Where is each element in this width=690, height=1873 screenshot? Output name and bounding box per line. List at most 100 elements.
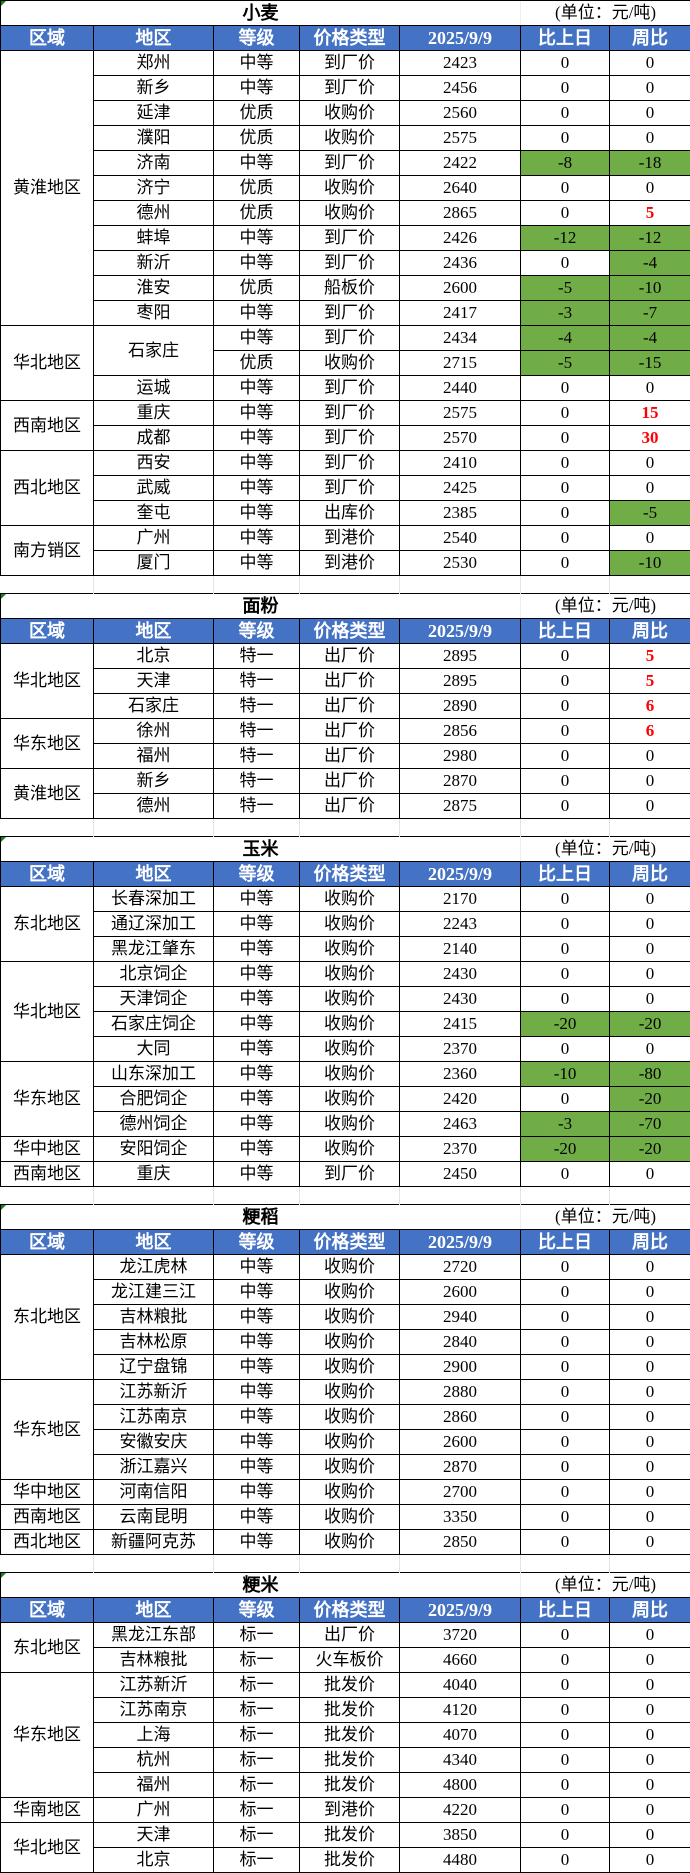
spacer-row [0,575,690,594]
cell-price: 2417 [398,300,522,326]
cell-week-change: 30 [609,425,690,451]
section-title: 小麦 [0,0,521,26]
cell-price-type: 到厂价 [299,450,400,476]
table-row: 优质 收购价 2715 -5 -15 [1,350,690,376]
region-cell: 西北地区 [0,450,94,526]
region-cell: 华东地区 [0,718,94,769]
cell-grade: 标一 [213,1797,300,1823]
cell-area: 吉林松原 [93,1329,214,1355]
header-area: 地区 [93,1229,214,1255]
cell-price: 2530 [398,550,522,576]
table-row: 石家庄 特一 出厂价 2890 0 6 [1,693,690,719]
cell-area: 延津 [93,100,214,126]
table-row: 运城 中等 到厂价 2440 0 0 [1,375,690,401]
cell-price-type: 收购价 [299,1504,400,1530]
cell-area: 黑龙江肇东 [93,936,214,962]
cell-week-change: 6 [609,693,690,719]
cell-week-change: 0 [609,1504,690,1530]
cell-week-change: -7 [609,300,690,326]
header-row: 区域 地区 等级 价格类型 2025/9/9 比上日 周比 [0,861,690,887]
cell-price: 4480 [398,1847,522,1873]
table-row: 德州 特一 出厂价 2875 0 0 [1,793,690,819]
cell-day-change: 0 [520,1404,611,1430]
cell-price: 4040 [398,1672,522,1698]
cell-grade: 标一 [213,1697,300,1723]
region-cell: 华东地区 [0,1061,94,1137]
cell-grade: 优质 [213,350,300,376]
cell-area: 吉林粮批 [93,1304,214,1330]
cell-grade: 标一 [213,1822,300,1848]
cell-day-change: -10 [520,1061,611,1087]
header-area: 地区 [93,618,214,644]
region-cell: 西北地区 [0,1529,94,1555]
cell-day-change: 0 [520,1161,611,1187]
table-row: 东北地区 长春深加工 中等 收购价 2170 0 0 [0,886,690,962]
cell-grade: 特一 [213,793,300,819]
header-grade: 等级 [213,1229,300,1255]
cell-price-type: 到港价 [299,1797,400,1823]
cell-day-change: 0 [520,1529,611,1555]
cell-day-change: 0 [520,1672,611,1698]
header-grade: 等级 [213,25,300,51]
table-row: 西南地区 云南昆明 中等 收购价 3350 0 0 [0,1504,690,1530]
region-cell: 黄淮地区 [0,768,94,819]
region-cell: 西南地区 [0,1504,94,1530]
cell-grade: 中等 [213,75,300,101]
cell-week-change: 0 [609,743,690,769]
cell-area: 德州 [93,200,214,226]
cell-day-change: 0 [520,911,611,937]
cell-week-change: 0 [609,1161,690,1187]
cell-price: 2860 [398,1404,522,1430]
empty-cell [0,818,94,837]
header-price-type: 价格类型 [299,25,400,51]
cell-grade: 中等 [213,500,300,526]
region-cell: 华北地区 [0,1822,94,1873]
cell-area: 新沂 [93,250,214,276]
cell-week-change: 0 [609,1647,690,1673]
header-region: 区域 [0,1229,94,1255]
table-row: 安徽安庆 中等 收购价 2600 0 0 [1,1429,690,1455]
cell-price: 2600 [398,1279,522,1305]
region-cell: 华东地区 [0,1672,94,1798]
cell-area: 厦门 [93,550,214,576]
cell-week-change: 0 [609,1454,690,1480]
table-row: 东北地区 龙江虎林 中等 收购价 2720 0 0 [0,1254,690,1380]
cell-grade: 中等 [213,1161,300,1187]
cell-grade: 中等 [213,225,300,251]
cell-price-type: 收购价 [299,936,400,962]
empty-cell [399,575,522,594]
cell-area: 重庆 [93,400,214,426]
cell-area: 成都 [93,425,214,451]
cell-week-change: 0 [609,1722,690,1748]
cell-price-type: 批发价 [299,1847,400,1873]
cell-price-type: 收购价 [299,1404,400,1430]
table-row: 南方销区 广州 中等 到港价 2540 0 0 [0,525,690,576]
cell-week-change: -5 [609,500,690,526]
cell-day-change: -3 [520,300,611,326]
cell-day-change: 0 [520,1479,611,1505]
cell-price-type: 收购价 [299,1454,400,1480]
table-row: 华中地区 安阳饲企 中等 收购价 2370 -20 -20 [0,1136,690,1162]
table-row: 西南地区 重庆 中等 到厂价 2575 0 15 [0,400,690,451]
cell-price-type: 批发价 [299,1772,400,1798]
cell-price-type: 收购价 [299,986,400,1012]
cell-grade: 中等 [213,250,300,276]
cell-area: 运城 [93,375,214,401]
cell-day-change: -8 [520,150,611,176]
cell-area: 德州饲企 [93,1111,214,1137]
cell-grade: 中等 [213,400,300,426]
cell-day-change: 0 [520,1086,611,1112]
section-title-row: 面粉 (单位：元/吨) [0,593,690,619]
header-price-type: 价格类型 [299,1229,400,1255]
cell-area: 河南信阳 [93,1479,214,1505]
cell-price-type: 收购价 [299,175,400,201]
region-cell: 东北地区 [0,886,94,962]
cell-area: 江苏南京 [93,1404,214,1430]
region-cell: 黄淮地区 [0,50,94,326]
cell-week-change: 0 [609,936,690,962]
cell-area: 新乡 [93,768,214,794]
cell-day-change: 0 [520,1036,611,1062]
cell-week-change: 0 [609,911,690,937]
header-row: 区域 地区 等级 价格类型 2025/9/9 比上日 周比 [0,618,690,644]
